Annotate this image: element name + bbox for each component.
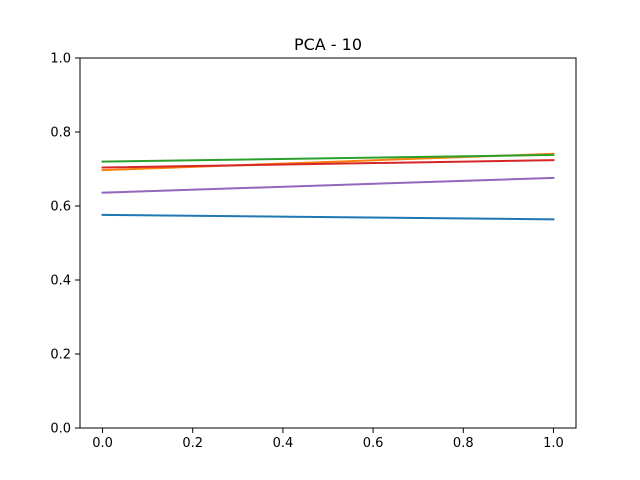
y-tick-label: 0.6 [50,200,71,215]
plot-frame [79,57,577,429]
y-tick-label: 1.0 [50,52,71,67]
series-layer [101,152,555,221]
x-tick-label: 0.2 [182,436,203,451]
series-line-3 [101,153,555,163]
x-tick-label: 0.4 [273,436,294,451]
x-tick-label: 0.0 [92,436,113,451]
y-tick-label: 0.8 [50,126,71,141]
x-tick-label: 0.6 [363,436,384,451]
y-axis: 0.0 0.2 0.4 0.6 0.8 1.0 [50,52,80,437]
chart-title: PCA - 10 [294,35,362,54]
series-line-4 [101,159,555,169]
y-tick-label: 0.4 [50,274,71,289]
x-tick-label: 0.8 [453,436,474,451]
series-line-1 [101,213,555,221]
y-tick-label: 0.0 [50,422,71,437]
x-axis: 0.0 0.2 0.4 0.6 0.8 1.0 [92,428,564,451]
y-tick-label: 0.2 [50,348,71,363]
x-tick-label: 1.0 [543,436,564,451]
series-line-5 [101,176,555,194]
